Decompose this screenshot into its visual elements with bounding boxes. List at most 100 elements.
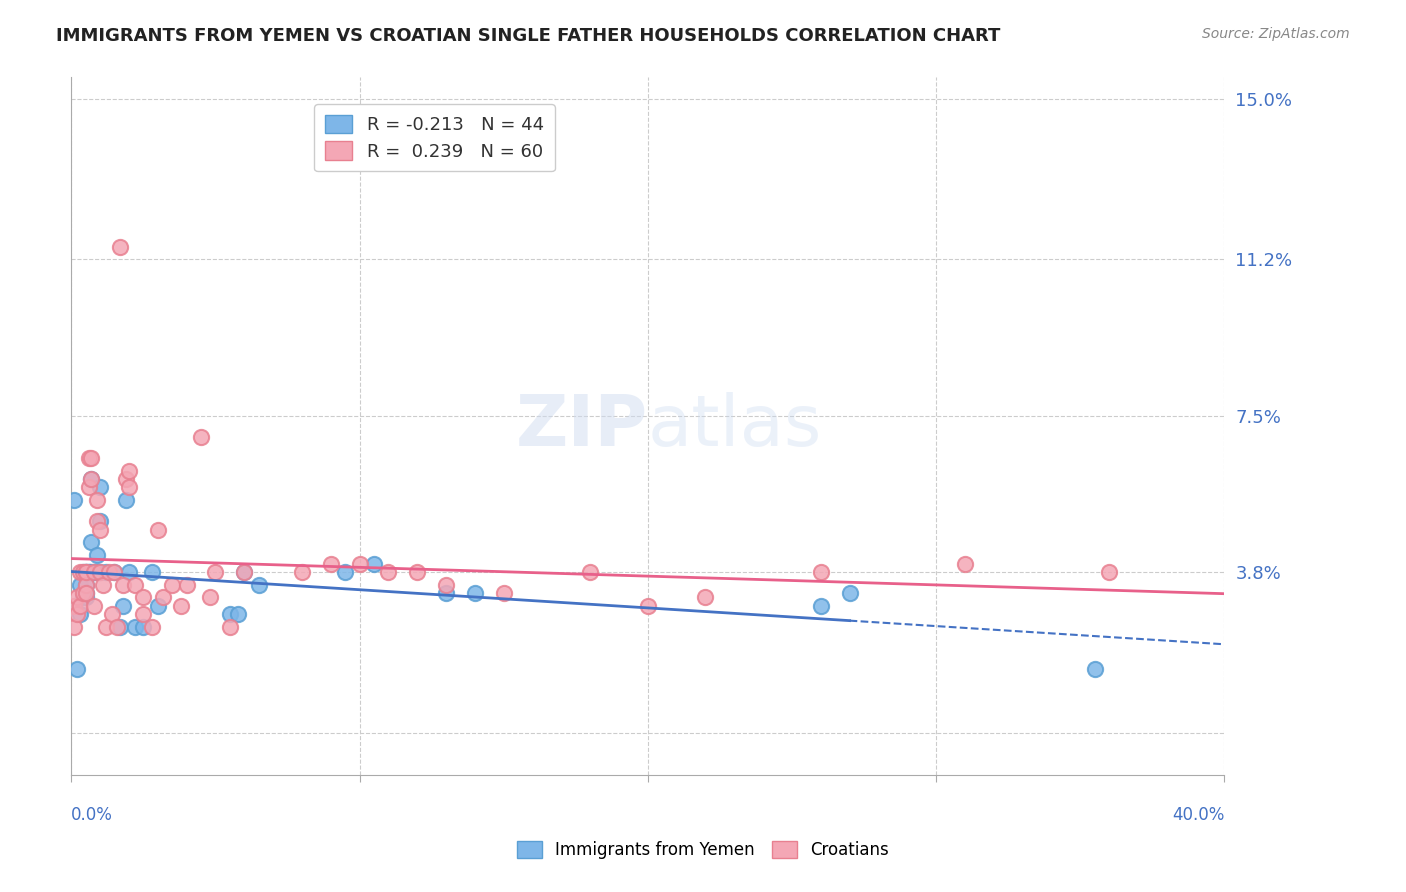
Point	[110, 239, 132, 253]
Point	[132, 591, 155, 605]
Point	[247, 577, 270, 591]
Point	[198, 591, 221, 605]
Point	[406, 565, 429, 579]
Point	[66, 607, 89, 622]
Point	[218, 620, 240, 634]
Point	[83, 565, 105, 579]
Point	[63, 599, 86, 613]
Point	[112, 599, 135, 613]
Point	[77, 565, 100, 579]
Point	[115, 472, 138, 486]
Point	[124, 620, 146, 634]
Point	[333, 565, 356, 579]
Point	[103, 565, 125, 579]
Point	[434, 577, 457, 591]
Point	[80, 450, 103, 465]
Point	[492, 586, 515, 600]
Point	[72, 591, 94, 605]
Point	[80, 535, 103, 549]
Point	[86, 493, 108, 508]
Point	[464, 586, 486, 600]
Point	[1084, 662, 1107, 676]
Point	[152, 591, 174, 605]
Point	[75, 586, 97, 600]
Point	[77, 450, 100, 465]
Point	[69, 577, 91, 591]
Point	[228, 607, 250, 622]
Point	[319, 557, 342, 571]
Point	[75, 565, 97, 579]
Point	[115, 493, 138, 508]
Point	[80, 472, 103, 486]
Point	[72, 565, 94, 579]
Point	[118, 565, 141, 579]
Point	[89, 514, 111, 528]
Point	[83, 565, 105, 579]
Point	[75, 577, 97, 591]
Point	[86, 565, 108, 579]
Point	[838, 586, 860, 600]
Point	[190, 430, 212, 444]
Point	[69, 607, 91, 622]
Point	[695, 591, 717, 605]
Point	[118, 480, 141, 494]
Point	[170, 599, 193, 613]
Point	[1098, 565, 1121, 579]
Point	[218, 607, 240, 622]
Point	[80, 565, 103, 579]
Point	[83, 599, 105, 613]
Point	[69, 565, 91, 579]
Point	[233, 565, 256, 579]
Point	[176, 577, 198, 591]
Point	[291, 565, 314, 579]
Point	[146, 599, 169, 613]
Point	[110, 620, 132, 634]
Point	[204, 565, 226, 579]
Point	[810, 565, 832, 579]
Legend: R = -0.213   N = 44, R =  0.239   N = 60: R = -0.213 N = 44, R = 0.239 N = 60	[315, 103, 554, 171]
Point	[579, 565, 602, 579]
Point	[75, 565, 97, 579]
Point	[83, 565, 105, 579]
Text: atlas: atlas	[648, 392, 823, 460]
Point	[233, 565, 256, 579]
Point	[75, 565, 97, 579]
Point	[89, 565, 111, 579]
Point	[86, 548, 108, 562]
Point	[89, 480, 111, 494]
Point	[363, 557, 385, 571]
Point	[77, 565, 100, 579]
Point	[66, 591, 89, 605]
Point	[100, 607, 122, 622]
Point	[97, 565, 120, 579]
Point	[63, 620, 86, 634]
Point	[94, 620, 117, 634]
Point	[89, 565, 111, 579]
Point	[91, 577, 114, 591]
Point	[69, 599, 91, 613]
Point	[105, 620, 128, 634]
Point	[434, 586, 457, 600]
Point	[141, 565, 163, 579]
Point	[63, 493, 86, 508]
Text: 40.0%: 40.0%	[1173, 806, 1225, 824]
Point	[75, 591, 97, 605]
Point	[349, 557, 371, 571]
Point	[89, 523, 111, 537]
Text: IMMIGRANTS FROM YEMEN VS CROATIAN SINGLE FATHER HOUSEHOLDS CORRELATION CHART: IMMIGRANTS FROM YEMEN VS CROATIAN SINGLE…	[56, 27, 1001, 45]
Point	[141, 620, 163, 634]
Point	[637, 599, 659, 613]
Point	[118, 463, 141, 477]
Point	[103, 565, 125, 579]
Point	[72, 586, 94, 600]
Point	[66, 662, 89, 676]
Point	[132, 607, 155, 622]
Text: ZIP: ZIP	[516, 392, 648, 460]
Point	[72, 565, 94, 579]
Point	[75, 577, 97, 591]
Point	[132, 620, 155, 634]
Point	[953, 557, 976, 571]
Text: 0.0%: 0.0%	[72, 806, 112, 824]
Point	[160, 577, 183, 591]
Point	[377, 565, 399, 579]
